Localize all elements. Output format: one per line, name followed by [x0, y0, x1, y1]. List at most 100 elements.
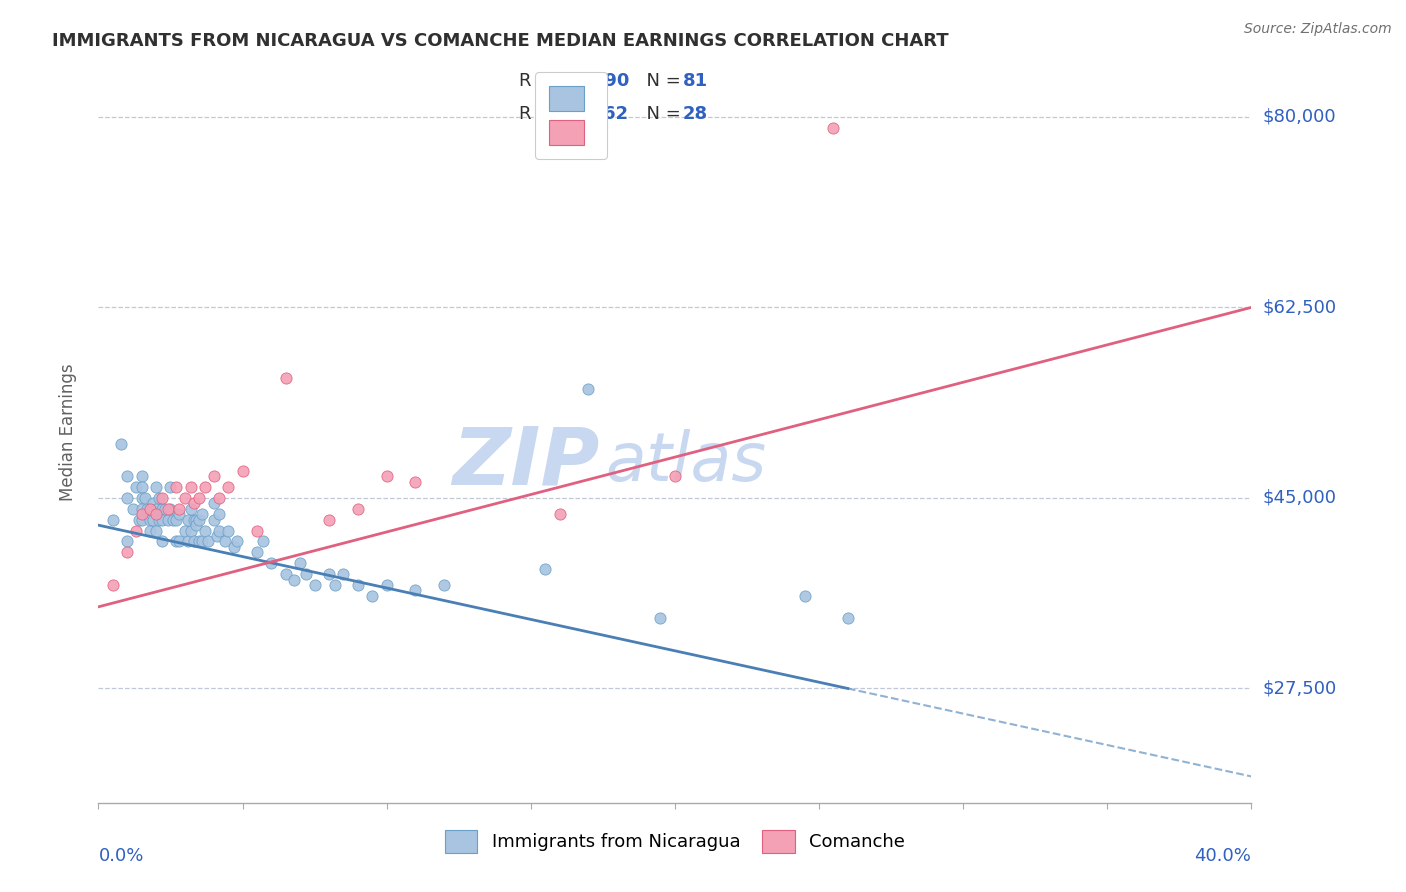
Point [174, 524, 197, 538]
Point [405, 475, 427, 489]
Text: $27,500: $27,500 [1263, 680, 1337, 698]
Point [433, 578, 456, 592]
Point [194, 524, 217, 538]
Point [188, 491, 211, 505]
Text: N =: N = [634, 72, 686, 90]
Point [134, 491, 156, 505]
Point [186, 513, 208, 527]
Point [252, 534, 274, 549]
Text: 28: 28 [683, 105, 709, 123]
Text: $45,000: $45,000 [1263, 489, 1337, 507]
Point [145, 508, 167, 522]
Point [180, 524, 202, 538]
Point [139, 501, 162, 516]
Point [117, 545, 139, 559]
Point [159, 480, 181, 494]
Point [534, 562, 557, 576]
Text: $62,500: $62,500 [1263, 299, 1337, 317]
Point [208, 524, 231, 538]
Point [346, 578, 368, 592]
Point [131, 501, 153, 516]
Point [167, 508, 190, 522]
Point [837, 610, 859, 624]
Point [136, 501, 159, 516]
Point [346, 501, 368, 516]
Point [101, 578, 124, 592]
Point [142, 496, 165, 510]
Point [122, 501, 145, 516]
Point [260, 556, 283, 570]
Point [274, 371, 297, 385]
Point [578, 382, 600, 396]
Text: 81: 81 [683, 72, 709, 90]
Point [202, 513, 225, 527]
Point [188, 513, 211, 527]
Point [150, 513, 173, 527]
Point [208, 508, 231, 522]
Point [131, 513, 153, 527]
Point [165, 513, 187, 527]
Point [405, 583, 427, 598]
Point [156, 513, 179, 527]
Point [180, 501, 202, 516]
Point [153, 501, 176, 516]
Point [793, 589, 815, 603]
Text: atlas: atlas [606, 429, 766, 495]
Point [323, 578, 346, 592]
Legend: Immigrants from Nicaragua, Comanche: Immigrants from Nicaragua, Comanche [437, 822, 912, 861]
Point [156, 501, 179, 516]
Point [183, 496, 205, 510]
Point [205, 529, 228, 543]
Text: 40.0%: 40.0% [1195, 847, 1251, 865]
Point [202, 496, 225, 510]
Point [194, 480, 217, 494]
Point [188, 534, 211, 549]
Point [117, 491, 139, 505]
Point [165, 534, 187, 549]
Point [361, 589, 384, 603]
Point [145, 524, 167, 538]
Text: IMMIGRANTS FROM NICARAGUA VS COMANCHE MEDIAN EARNINGS CORRELATION CHART: IMMIGRANTS FROM NICARAGUA VS COMANCHE ME… [52, 32, 949, 50]
Point [191, 534, 214, 549]
Point [375, 578, 398, 592]
Point [183, 534, 205, 549]
Point [110, 436, 132, 450]
Point [139, 524, 162, 538]
Point [197, 534, 219, 549]
Point [117, 534, 139, 549]
Point [150, 501, 173, 516]
Point [177, 513, 200, 527]
Point [183, 513, 205, 527]
Point [162, 513, 184, 527]
Text: Source: ZipAtlas.com: Source: ZipAtlas.com [1244, 22, 1392, 37]
Point [274, 567, 297, 582]
Point [191, 508, 214, 522]
Point [150, 534, 173, 549]
Text: 0.562: 0.562 [565, 105, 628, 123]
Point [332, 567, 354, 582]
Point [318, 513, 340, 527]
Point [225, 534, 247, 549]
Point [295, 567, 318, 582]
Point [664, 469, 686, 483]
Point [217, 480, 239, 494]
Point [180, 480, 202, 494]
Text: N =: N = [634, 105, 686, 123]
Point [823, 120, 845, 135]
Text: R =: R = [519, 105, 558, 123]
Point [148, 513, 170, 527]
Point [217, 524, 239, 538]
Point [186, 518, 208, 533]
Text: R =: R = [519, 72, 558, 90]
Text: -0.390: -0.390 [565, 72, 630, 90]
Point [246, 545, 269, 559]
Point [167, 501, 190, 516]
Point [375, 469, 398, 483]
Point [290, 556, 312, 570]
Point [145, 480, 167, 494]
Point [202, 469, 225, 483]
Point [131, 469, 153, 483]
Point [131, 508, 153, 522]
Point [222, 540, 245, 554]
Point [139, 513, 162, 527]
